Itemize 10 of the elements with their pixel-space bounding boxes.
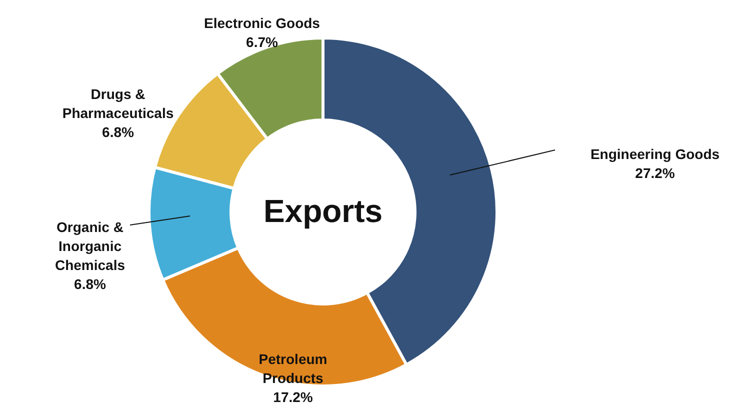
slice-label: Engineering Goods [590, 146, 720, 162]
text: Exports [263, 193, 383, 229]
slice-label: Electronic Goods [204, 15, 320, 31]
slice-label: Organic & Inorganic Chemicals [54, 219, 126, 273]
slice-label: Drugs & Pharmaceuticals [62, 86, 174, 121]
data-label: 17.2% [273, 389, 314, 405]
data-label: 6.8% [102, 124, 134, 140]
data-label: 6.8% [74, 276, 106, 292]
data-label: 27.2% [635, 165, 676, 181]
data-label: 6.7% [246, 34, 278, 50]
